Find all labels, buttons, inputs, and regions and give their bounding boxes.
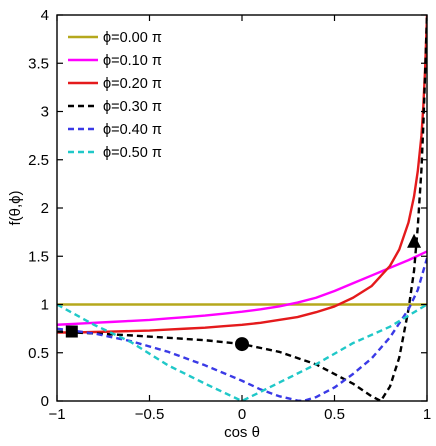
legend-label-0-10: ϕ=0.10 π (103, 53, 162, 69)
marker-square (65, 325, 78, 338)
marker-circle (235, 337, 249, 352)
legend-label-0-50: ϕ=0.50 π (103, 145, 162, 161)
y-tick-label: 3.5 (28, 55, 49, 72)
y-tick-label: 0 (41, 393, 49, 410)
y-tick-label: 3 (41, 104, 49, 121)
y-axis-title: f(θ,ϕ) (7, 190, 24, 225)
series-line-0-10 (57, 250, 427, 326)
y-tick-label: 1 (41, 297, 49, 314)
x-tick-label: 0.5 (324, 406, 345, 423)
series-line-0-40 (57, 257, 427, 401)
x-tick-label: 0 (238, 406, 246, 423)
x-tick-label: −0.5 (135, 406, 165, 423)
y-tick-label: 4 (41, 7, 49, 24)
x-tick-label: −1 (48, 406, 65, 423)
legend-label-0-00: ϕ=0.00 π (103, 30, 162, 46)
series-line-0-30 (57, 15, 427, 401)
tick-layer: −1 −0.5 0 0.5 1 0 0.5 1 1.5 2 2.5 3 3.5 4 (28, 7, 431, 423)
x-tick-label: 1 (423, 406, 431, 423)
y-tick-label: 2.5 (28, 152, 49, 169)
marker-layer (65, 233, 422, 352)
legend-label-0-40: ϕ=0.40 π (103, 122, 162, 138)
y-tick-label: 0.5 (28, 345, 49, 362)
series-line-0-20 (57, 15, 427, 334)
series-line-0-50 (57, 303, 427, 401)
y-tick-label: 2 (41, 200, 49, 217)
y-tick-label: 1.5 (28, 248, 49, 265)
legend-label-0-20: ϕ=0.20 π (103, 76, 162, 92)
legend-label-0-30: ϕ=0.30 π (103, 99, 162, 115)
legend: ϕ=0.00 π ϕ=0.10 π ϕ=0.20 π ϕ=0.30 π ϕ=0.40 π… (68, 30, 162, 161)
x-axis-title: cos θ (224, 424, 260, 441)
marker-triangle (407, 233, 422, 248)
